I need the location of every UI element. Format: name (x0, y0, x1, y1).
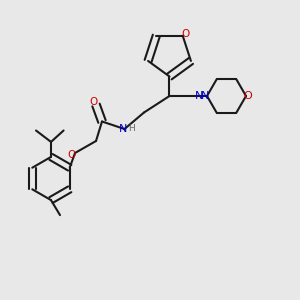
Text: O: O (243, 91, 252, 101)
Text: O: O (89, 97, 98, 107)
Text: O: O (181, 29, 189, 39)
Text: O: O (68, 149, 76, 160)
Text: H: H (129, 124, 135, 133)
Text: N: N (119, 124, 127, 134)
Text: N: N (201, 91, 210, 101)
Text: N: N (195, 91, 204, 101)
